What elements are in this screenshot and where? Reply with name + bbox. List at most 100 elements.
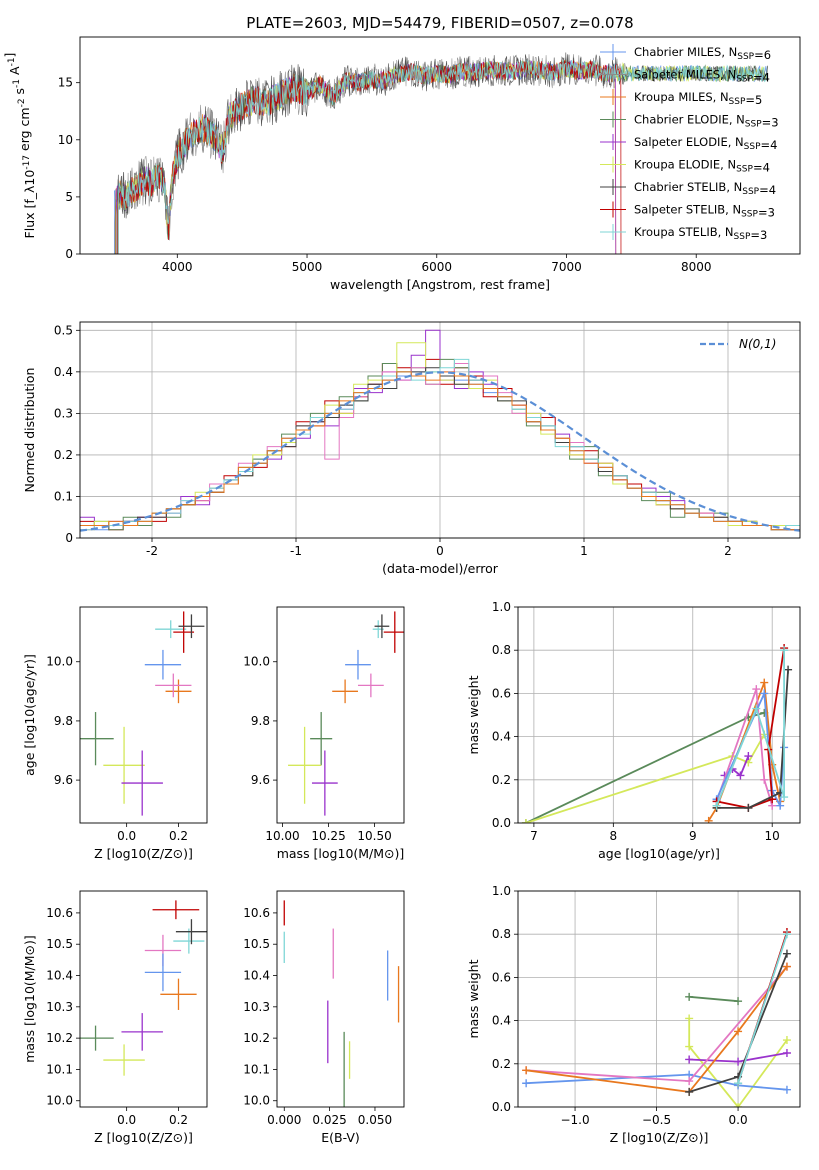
x-tick-label: 10.00: [265, 829, 299, 843]
x-tick-label: 4000: [162, 260, 193, 274]
y-tick-label: 10.2: [243, 1031, 270, 1045]
histogram-step: [80, 371, 800, 531]
y-tick-label: 10.4: [243, 969, 270, 983]
weight-marker: [685, 1077, 694, 1086]
weight-marker: [712, 801, 721, 810]
x-tick-label: 0.050: [358, 1113, 392, 1127]
label-text: (data-model)/error: [382, 561, 499, 576]
y-tick-label: 0.0: [492, 816, 511, 830]
label-text: E(B-V): [321, 1130, 360, 1145]
label-superscript: -1: [12, 79, 22, 88]
y-tick-label: 10.1: [46, 1062, 73, 1076]
label-text: wavelength [Angstrom, rest frame]: [330, 277, 550, 292]
y-tick-label: 0.0: [492, 1100, 511, 1114]
weight-marker: [752, 704, 761, 713]
plot-area: [80, 329, 800, 532]
weight-marker: [734, 1057, 743, 1066]
plot-area: [522, 928, 791, 1107]
spectrum-line: [118, 59, 768, 254]
legend-label: Salpeter MILES, NSSP=4: [634, 68, 770, 85]
label-text: =4: [753, 71, 770, 85]
x-tick-label: -1: [290, 544, 302, 558]
x-axis-label: mass [log10(M/M⊙)]: [277, 846, 405, 861]
label-text: s: [12, 88, 27, 99]
y-axis-label: age [log10(age/yr)]: [22, 654, 37, 776]
x-tick-label: 10.50: [357, 829, 391, 843]
y-axis-label: Normed distribution: [22, 368, 37, 493]
weight-marker: [744, 752, 753, 761]
label-text: Chabrier MILES, N: [634, 45, 737, 59]
legend-label: Chabrier ELODIE, NSSP=3: [634, 113, 779, 130]
label-text: erg cm: [17, 107, 32, 155]
label-text: Z [log10(Z/Z⊙)]: [94, 1130, 193, 1145]
label-text: =4: [753, 161, 770, 175]
x-tick-label: 0.2: [169, 829, 188, 843]
x-tick-label: 7000: [551, 260, 582, 274]
weight-marker: [760, 678, 769, 687]
x-tick-label: 0.0: [729, 1113, 748, 1127]
y-tick-label: 0.6: [492, 686, 511, 700]
axes-frame: [79, 890, 208, 1108]
weight-marker: [685, 1087, 694, 1096]
y-tick-label: 1.0: [492, 600, 511, 614]
x-axis-label: (data-model)/error: [382, 561, 499, 576]
y-tick-label: 5: [65, 190, 73, 204]
y-tick-label: 0.2: [54, 448, 73, 462]
legend-label: Chabrier MILES, NSSP=6: [634, 45, 771, 62]
y-tick-label: 0.2: [492, 773, 511, 787]
weight-marker: [782, 1036, 791, 1045]
legend-label: Salpeter ELODIE, NSSP=4: [634, 135, 777, 152]
legend-label: Kroupa STELIB, NSSP=3: [634, 225, 767, 242]
panel-massweight-vs-Z: −1.0 −0.5 0.0 0.0 0.2 0.4 0.6 0.8 1.0 Z [log10(Z/…: [466, 884, 801, 1145]
y-tick-label: 0.6: [492, 970, 511, 984]
y-tick-label: 0.2: [492, 1057, 511, 1071]
axes-frame: [79, 36, 801, 255]
label-text: =6: [754, 48, 771, 62]
label-text: Salpeter ELODIE, N: [634, 135, 744, 149]
axes-frame: [276, 606, 405, 824]
weight-marker: [734, 1079, 743, 1088]
x-tick-label: −0.5: [642, 1113, 671, 1127]
x-tick-label: 10.25: [311, 829, 345, 843]
y-tick-label: 9.6: [54, 773, 73, 787]
legend-label: Salpeter STELIB, NSSP=3: [634, 203, 775, 220]
weight-marker: [776, 801, 785, 810]
panel-age-vs-Z: 0.0 0.2 9.6 9.8 10.0 Z [log10(Z/Z⊙)] age [log1…: [22, 606, 208, 861]
legend-label: Chabrier STELIB, NSSP=4: [634, 180, 776, 197]
weight-marker: [782, 962, 791, 971]
weight-marker: [734, 1103, 743, 1107]
label-text: mass [log10(M/M⊙)]: [277, 846, 405, 861]
plot-area: [80, 611, 205, 816]
weight-line: [715, 688, 774, 806]
label-superscript: -17: [22, 155, 32, 170]
x-tick-label: 1: [580, 544, 588, 558]
weight-marker: [685, 1014, 694, 1023]
x-tick-label: 8000: [681, 260, 712, 274]
label-text: =5: [745, 93, 762, 107]
y-tick-label: 10.0: [46, 1094, 73, 1108]
x-tick-label: 8: [610, 829, 618, 843]
y-tick-label: 10.1: [243, 1062, 270, 1076]
y-tick-label: 0.4: [54, 365, 73, 379]
y-tick-label: 9.8: [54, 714, 73, 728]
x-tick-label: 6000: [421, 260, 452, 274]
axes-frame: [517, 890, 801, 1108]
plot-area: [288, 611, 404, 816]
weight-marker: [780, 793, 789, 802]
x-axis-label: age [log10(age/yr)]: [598, 846, 720, 861]
axes-frame: [79, 321, 801, 539]
x-tick-label: 0.025: [312, 1113, 346, 1127]
weight-marker: [685, 992, 694, 1001]
panel-mass-vs-EBV: 0.000 0.025 0.050 10.0 10.1 10.2 10.3 10.4 10.5 1…: [243, 890, 405, 1145]
label-text: Z [log10(Z/Z⊙)]: [94, 846, 193, 861]
label-text: Normed distribution: [22, 368, 37, 493]
axes-frame: [517, 606, 801, 824]
label-text: =4: [759, 183, 776, 197]
label-subscript: SSP: [729, 97, 746, 107]
label-text: Salpeter STELIB, N: [634, 203, 741, 217]
axes-frame: [276, 890, 405, 1108]
y-tick-label: 0: [65, 247, 73, 261]
weight-marker: [685, 1055, 694, 1064]
